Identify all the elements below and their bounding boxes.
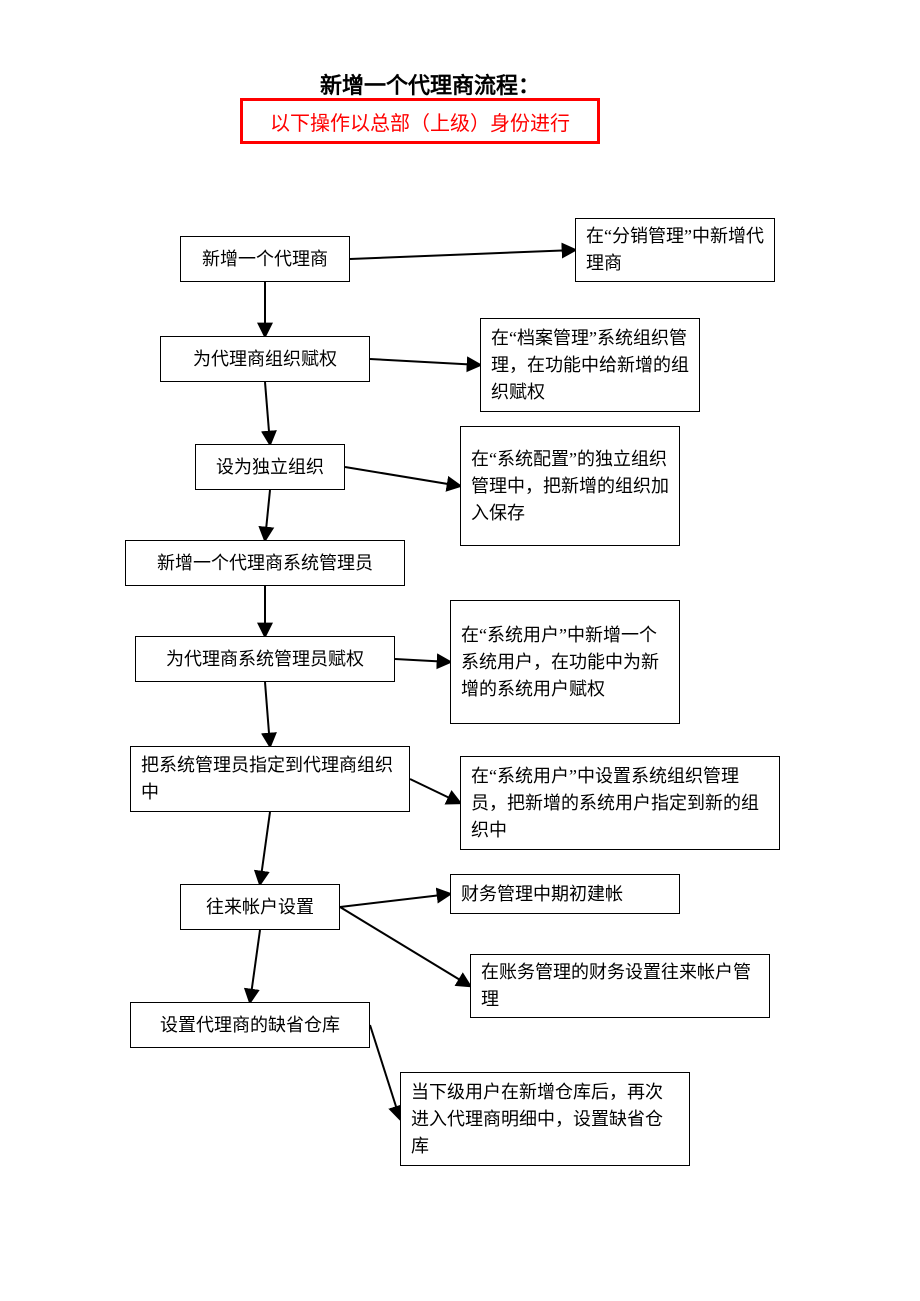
flow-node-n5: 为代理商系统管理员赋权	[135, 636, 395, 682]
flowchart-canvas: 新增一个代理商流程： 以下操作以总部（上级）身份进行 新增一个代理商 在“分销管理…	[0, 0, 920, 1301]
subtitle-text: 以下操作以总部（上级）身份进行	[270, 107, 570, 136]
flow-node-label: 新增一个代理商	[202, 246, 328, 273]
flow-node-label: 为代理商组织赋权	[193, 346, 337, 373]
flow-node-label: 设为独立组织	[216, 454, 324, 481]
page-title: 新增一个代理商流程：	[320, 68, 540, 100]
edge-n8-a8	[370, 1025, 400, 1119]
flow-node-a7a: 财务管理中期初建帐	[450, 874, 680, 914]
flow-node-a2: 在“档案管理”系统组织管理，在功能中给新增的组织赋权	[480, 318, 700, 412]
flow-node-n6: 把系统管理员指定到代理商组织中	[130, 746, 410, 812]
flow-node-label: 把系统管理员指定到代理商组织中	[141, 752, 399, 806]
flow-node-n3: 设为独立组织	[195, 444, 345, 490]
edge-n7-a7b	[340, 907, 470, 986]
flow-node-a8: 当下级用户在新增仓库后，再次进入代理商明细中，设置缺省仓库	[400, 1072, 690, 1166]
flow-node-label: 为代理商系统管理员赋权	[166, 646, 364, 673]
flow-node-label: 设置代理商的缺省仓库	[160, 1012, 340, 1039]
edge-n6-n7	[260, 812, 270, 884]
edge-n1-a1	[350, 250, 575, 259]
edge-n7-n8	[250, 930, 260, 1002]
flow-node-n8: 设置代理商的缺省仓库	[130, 1002, 370, 1048]
flow-node-label: 在“系统配置”的独立组织管理中，把新增的组织加入保存	[471, 446, 669, 527]
flow-node-label: 在“系统用户”中新增一个系统用户，在功能中为新增的系统用户赋权	[461, 622, 669, 703]
edge-n7-a7a	[340, 894, 450, 907]
flow-node-a7b: 在账务管理的财务设置往来帐户管理	[470, 954, 770, 1018]
edge-n5-n6	[265, 682, 270, 746]
flow-node-label: 财务管理中期初建帐	[461, 881, 623, 908]
flow-node-n7: 往来帐户设置	[180, 884, 340, 930]
edge-n5-a5	[395, 659, 450, 662]
flow-node-n4: 新增一个代理商系统管理员	[125, 540, 405, 586]
edge-n2-a2	[370, 359, 480, 365]
flow-node-label: 在“分销管理”中新增代理商	[586, 223, 764, 277]
flow-node-a6: 在“系统用户”中设置系统组织管理员，把新增的系统用户指定到新的组织中	[460, 756, 780, 850]
flow-node-label: 当下级用户在新增仓库后，再次进入代理商明细中，设置缺省仓库	[411, 1079, 679, 1160]
edge-n6-a6	[410, 779, 460, 803]
flow-node-label: 在“系统用户”中设置系统组织管理员，把新增的系统用户指定到新的组织中	[471, 763, 769, 844]
flow-node-label: 在“档案管理”系统组织管理，在功能中给新增的组织赋权	[491, 325, 689, 406]
flow-node-a5: 在“系统用户”中新增一个系统用户，在功能中为新增的系统用户赋权	[450, 600, 680, 724]
flow-node-a1: 在“分销管理”中新增代理商	[575, 218, 775, 282]
flow-node-label: 在账务管理的财务设置往来帐户管理	[481, 959, 759, 1013]
flow-node-label: 新增一个代理商系统管理员	[157, 550, 373, 577]
edge-n3-n4	[265, 490, 270, 540]
flow-node-n2: 为代理商组织赋权	[160, 336, 370, 382]
flow-node-label: 往来帐户设置	[206, 894, 314, 921]
flow-node-n1: 新增一个代理商	[180, 236, 350, 282]
edge-n3-a3	[345, 467, 460, 486]
subtitle-box: 以下操作以总部（上级）身份进行	[240, 98, 600, 144]
edge-n2-n3	[265, 382, 270, 444]
flow-node-a3: 在“系统配置”的独立组织管理中，把新增的组织加入保存	[460, 426, 680, 546]
